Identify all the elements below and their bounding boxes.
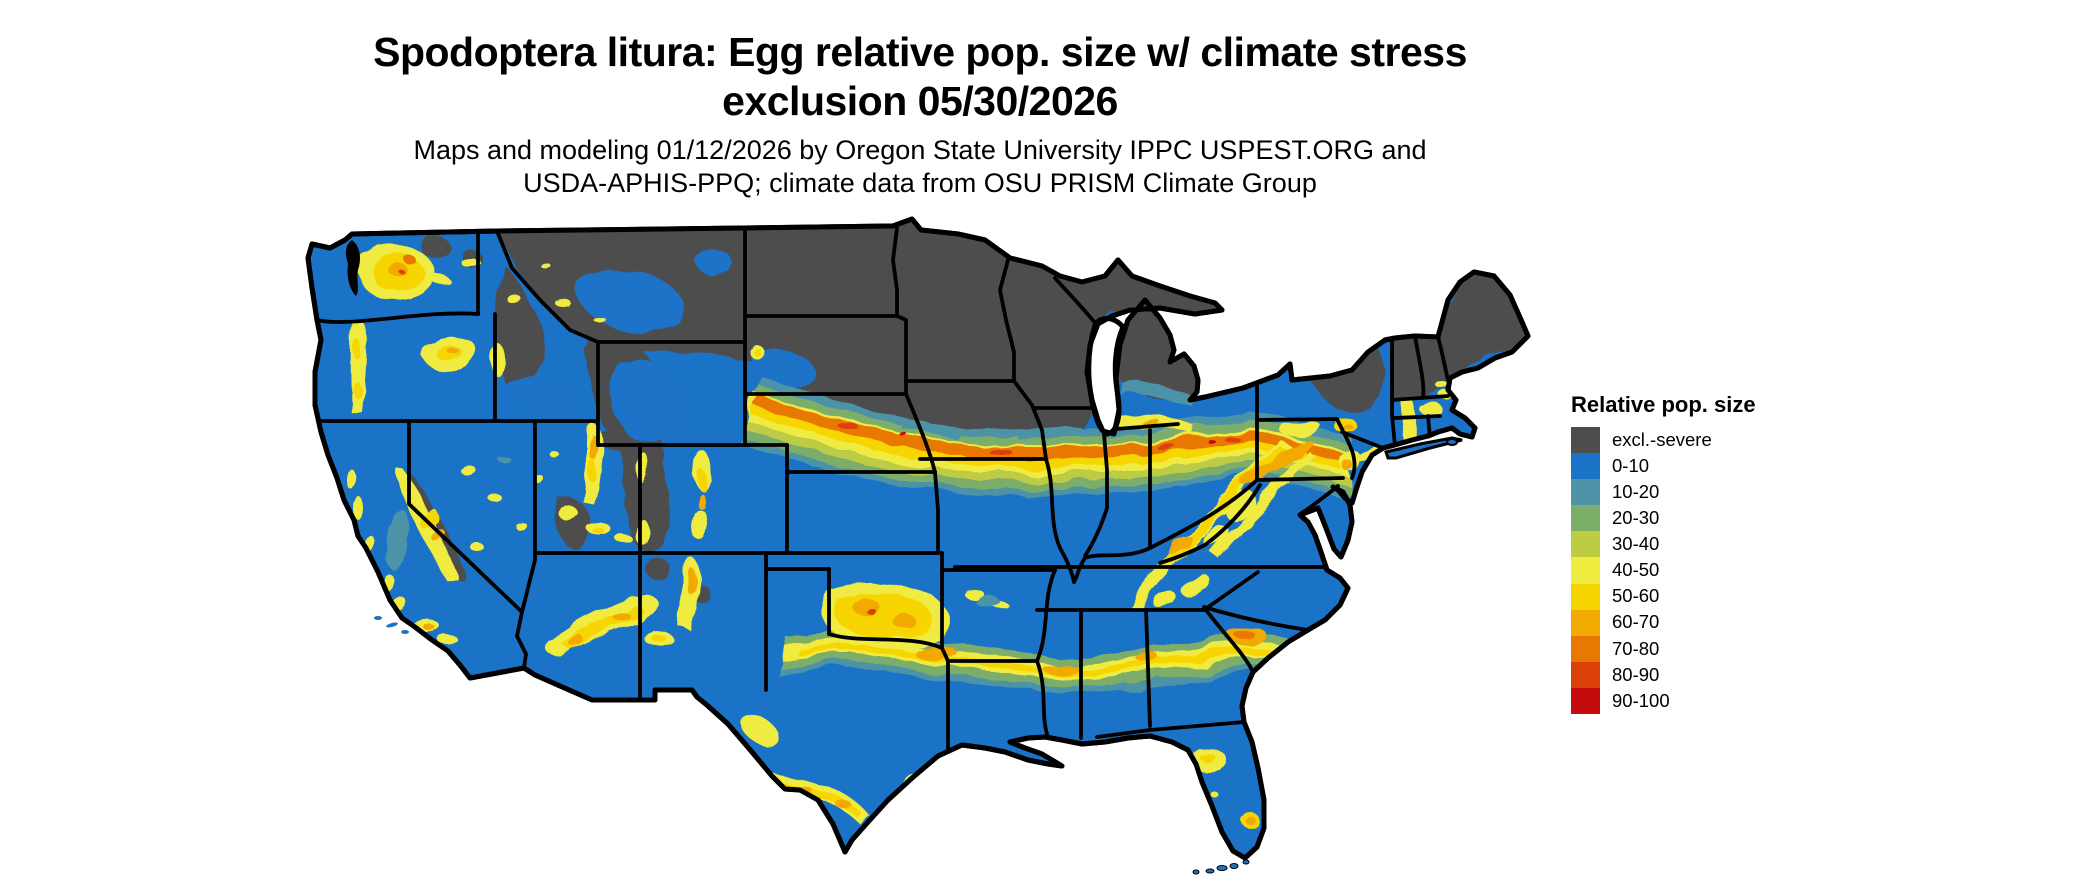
legend-item: 50-60 (1571, 583, 1756, 610)
map-northeast-accents (1333, 381, 1456, 474)
legend-item: 60-70 (1571, 609, 1756, 636)
legend-swatch (1571, 479, 1600, 506)
legend-item: 30-40 (1571, 531, 1756, 558)
map-title-line1: Spodoptera litura: Egg relative pop. siz… (373, 29, 1467, 75)
legend-item: 10-20 (1571, 479, 1756, 506)
long-island (1384, 436, 1463, 460)
map-subtitle-line1: Maps and modeling 01/12/2026 by Oregon S… (413, 135, 1427, 165)
legend-swatch (1571, 427, 1600, 454)
legend-item: 20-30 (1571, 505, 1756, 532)
legend-item: excl.-severe (1571, 427, 1756, 454)
channel-islands (374, 616, 409, 634)
legend: Relative pop. size excl.-severe 0-10 10-20… (1571, 392, 1756, 715)
map-western-mountains (345, 246, 763, 657)
puget-sound (345, 240, 360, 296)
legend-swatch (1571, 531, 1600, 558)
legend-label: excl.-severe (1612, 428, 1712, 450)
legend-swatch (1571, 661, 1600, 688)
legend-swatch (1571, 635, 1600, 662)
map-subtitle-line2: USDA-APHIS-PPQ; climate data from OSU PR… (523, 168, 1317, 198)
legend-title: Relative pop. size (1571, 392, 1756, 417)
legend-label: 60-70 (1612, 611, 1660, 633)
map-region-low-holes (505, 248, 817, 443)
legend-items: excl.-severe 0-10 10-20 20-30 30-40 40-50 50-6… (1571, 427, 1756, 715)
legend-label: 10-20 (1612, 480, 1660, 502)
legend-label: 40-50 (1612, 559, 1660, 581)
legend-label: 50-60 (1612, 585, 1660, 607)
florida-keys (1192, 859, 1250, 875)
legend-swatch (1571, 453, 1600, 480)
legend-swatch (1571, 687, 1600, 715)
title-block: Spodoptera litura: Egg relative pop. siz… (270, 28, 1570, 200)
legend-swatch (1571, 557, 1600, 584)
legend-swatch (1571, 505, 1600, 532)
legend-item: 70-80 (1571, 635, 1756, 662)
legend-label: 30-40 (1612, 533, 1660, 555)
legend-label: 20-30 (1612, 507, 1660, 529)
legend-swatch (1571, 609, 1600, 636)
legend-swatch (1571, 583, 1600, 610)
map-title-line2: exclusion 05/30/2026 (722, 78, 1118, 124)
legend-item: 90-100 (1571, 687, 1756, 715)
legend-label: 90-100 (1612, 689, 1670, 711)
legend-item: 40-50 (1571, 557, 1756, 584)
coastal-islands (1446, 438, 1458, 446)
legend-label: 80-90 (1612, 663, 1660, 685)
legend-item: 0-10 (1571, 453, 1756, 480)
legend-item: 80-90 (1571, 661, 1756, 688)
state-borders (315, 226, 1450, 750)
legend-label: 70-80 (1612, 637, 1660, 659)
legend-label: 0-10 (1612, 454, 1650, 476)
